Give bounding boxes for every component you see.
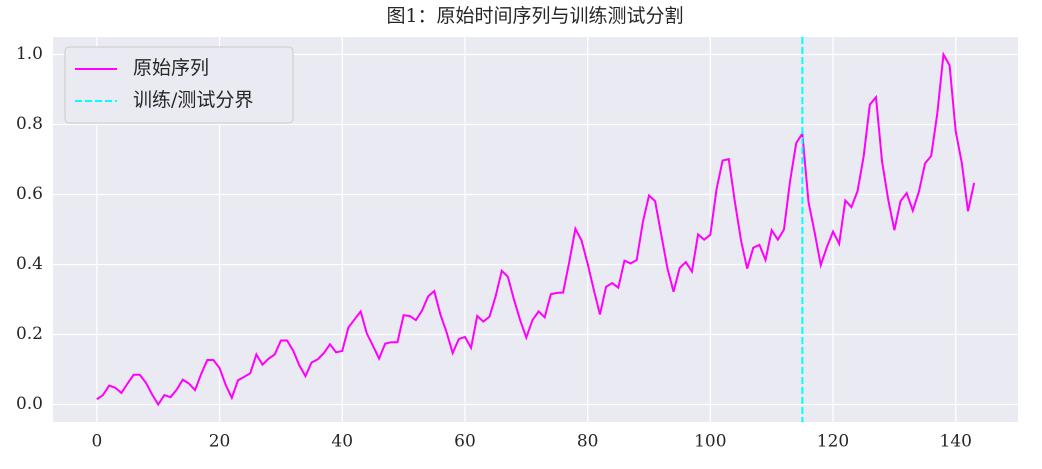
x-tick-label: 20 xyxy=(209,432,231,452)
x-tick-label: 60 xyxy=(454,432,476,452)
legend-label: 训练/测试分界 xyxy=(133,89,253,111)
chart-title: 图1：原始时间序列与训练测试分割 xyxy=(386,5,683,27)
y-tick-label: 0.6 xyxy=(16,184,43,204)
y-tick-label: 0.4 xyxy=(16,254,43,274)
x-tick-label: 40 xyxy=(331,432,353,452)
x-tick-label: 0 xyxy=(91,432,102,452)
x-tick-label: 80 xyxy=(577,432,599,452)
x-tick-label: 100 xyxy=(694,432,726,452)
y-tick-label: 0.8 xyxy=(16,114,43,134)
y-tick-label: 0.2 xyxy=(16,324,43,344)
series-line xyxy=(96,51,976,407)
legend-box xyxy=(64,46,294,124)
legend-label: 原始序列 xyxy=(133,57,209,79)
y-tick-label: 1.0 xyxy=(16,44,43,64)
y-tick-label: 0.0 xyxy=(16,394,43,414)
x-tick-label: 140 xyxy=(940,432,972,452)
x-tick-label: 120 xyxy=(817,432,849,452)
